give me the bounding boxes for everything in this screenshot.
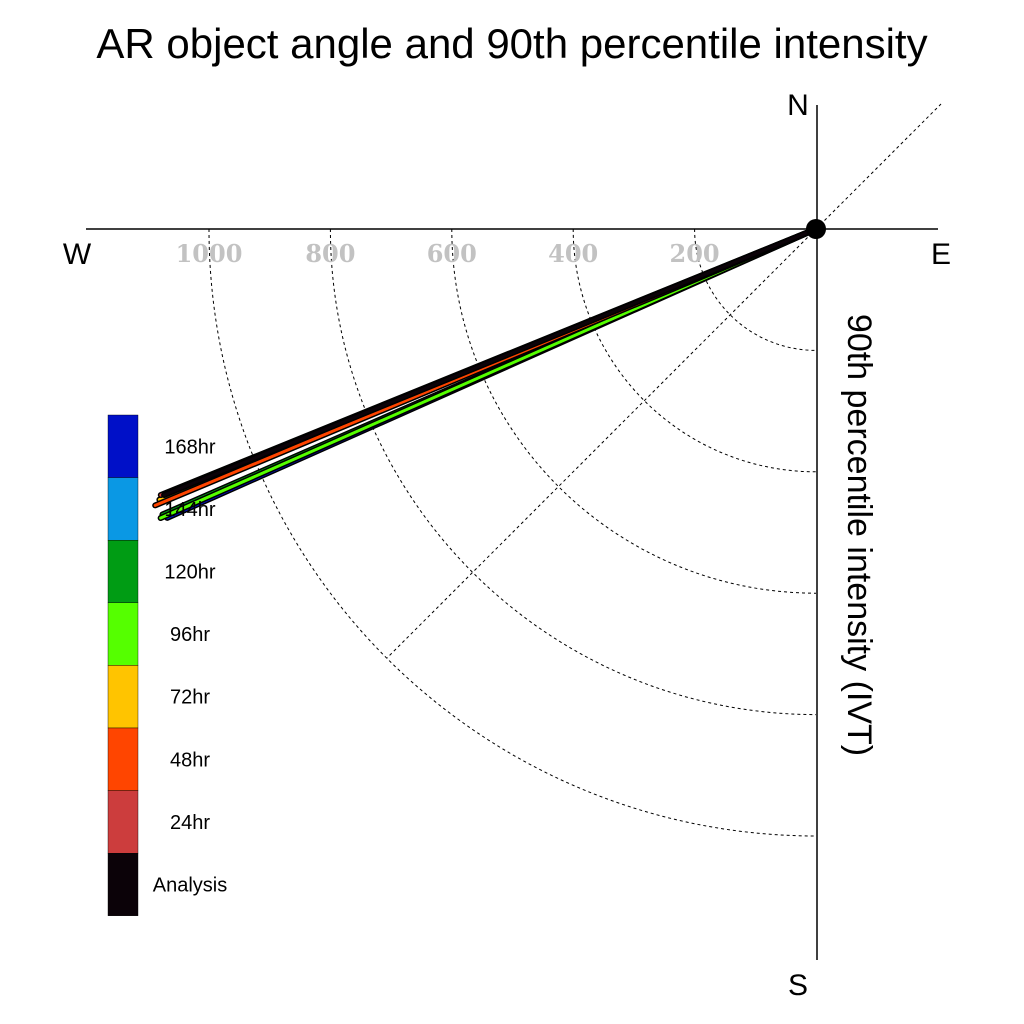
legend-swatch <box>107 414 139 478</box>
legend-swatch <box>107 853 139 917</box>
legend-label: 144hr <box>164 499 215 521</box>
radial-tick-label: 1000 <box>176 239 243 268</box>
legend-swatch <box>107 727 139 791</box>
polar-grid <box>208 103 942 837</box>
intensity-vectors <box>152 226 819 522</box>
compass-south-label: S <box>788 969 808 1002</box>
legend-swatch <box>107 790 139 854</box>
legend-label: 72hr <box>170 687 210 709</box>
vector-analysis <box>161 226 819 499</box>
legend-swatch <box>107 477 139 541</box>
legend-label: 48hr <box>170 749 210 771</box>
grid-arc-800 <box>329 228 817 716</box>
legend-swatch <box>107 665 139 729</box>
radial-tick-label: 600 <box>427 239 477 268</box>
grid-arc-600 <box>451 228 817 594</box>
grid-diagonal-ne <box>815 103 942 230</box>
compass-north-label: N <box>787 89 809 122</box>
origin-marker <box>806 219 826 239</box>
compass-east-label: E <box>931 238 951 271</box>
legend-label: 120hr <box>164 562 215 584</box>
radial-tick-label: 400 <box>548 239 598 268</box>
legend-swatch <box>107 540 139 604</box>
legend-label: 96hr <box>170 624 210 646</box>
radial-tick-labels: 200 400 600 800 1000 <box>176 239 720 268</box>
radial-axis-label: 90th percentile intensity (IVT) <box>840 314 878 756</box>
grid-arc-400 <box>572 228 817 473</box>
radial-tick-label: 200 <box>670 239 720 268</box>
legend-swatch <box>107 602 139 666</box>
legend-label: 24hr <box>170 812 210 834</box>
legend: 168hr 144hr 120hr 96hr 72hr 48hr 24hr Analysis <box>107 414 227 917</box>
grid-diagonal-sw <box>386 228 817 659</box>
legend-label: 168hr <box>164 436 215 458</box>
chart-title: AR object angle and 90th percentile inte… <box>96 20 927 67</box>
compass-west-label: W <box>63 238 92 271</box>
legend-label: Analysis <box>153 875 227 897</box>
radial-tick-label: 800 <box>305 239 355 268</box>
grid-arc-200 <box>694 228 817 351</box>
